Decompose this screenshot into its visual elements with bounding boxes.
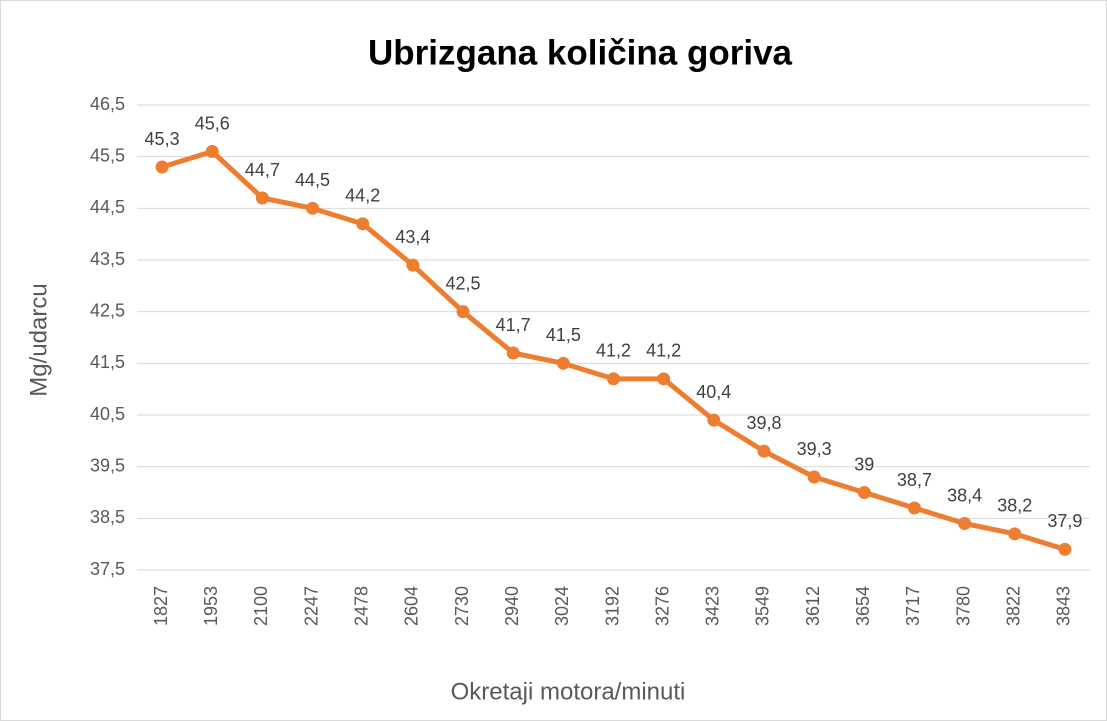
- x-tick-label: 2940: [502, 586, 522, 626]
- marker: [506, 346, 520, 360]
- marker: [255, 191, 269, 205]
- x-tick-label: 3024: [552, 586, 572, 626]
- data-label: 39: [854, 454, 874, 474]
- marker: [556, 356, 570, 370]
- x-axis-label: Okretaji motora/minuti: [451, 678, 686, 705]
- y-tick-label: 40,5: [90, 404, 125, 424]
- y-tick-label: 37,5: [90, 559, 125, 579]
- x-tick-label: 3822: [1004, 586, 1024, 626]
- y-tick-label: 46,5: [90, 94, 125, 114]
- x-tick-label: 2604: [402, 586, 422, 626]
- x-tick-label: 2247: [301, 586, 321, 626]
- data-label: 44,2: [345, 186, 380, 206]
- data-label: 37,9: [1047, 511, 1082, 531]
- data-label: 44,7: [245, 160, 280, 180]
- y-tick-label: 39,5: [90, 455, 125, 475]
- data-label: 41,2: [646, 341, 681, 361]
- x-tick-label: 3423: [703, 586, 723, 626]
- y-axis-label: Mg/udarcu: [25, 283, 52, 396]
- marker: [657, 372, 671, 386]
- marker: [205, 145, 219, 158]
- x-tick-label: 2730: [452, 586, 472, 626]
- x-tick-label: 3843: [1054, 586, 1074, 626]
- marker: [1058, 542, 1072, 556]
- data-label: 41,5: [546, 325, 581, 345]
- x-tick-label: 3192: [602, 586, 622, 626]
- y-tick-label: 45,5: [90, 145, 125, 165]
- marker: [306, 201, 320, 215]
- x-tick-label: 1953: [201, 586, 221, 626]
- data-label: 44,5: [295, 170, 330, 190]
- marker: [356, 217, 370, 231]
- data-label: 38,2: [997, 496, 1032, 516]
- data-label: 39,3: [797, 439, 832, 459]
- data-label: 38,7: [897, 470, 932, 490]
- marker: [807, 470, 821, 484]
- marker: [707, 413, 721, 427]
- data-label: 41,7: [496, 315, 531, 335]
- x-tick-label: 3549: [753, 586, 773, 626]
- data-label: 43,4: [395, 227, 430, 247]
- marker: [406, 258, 420, 272]
- y-tick-label: 38,5: [90, 507, 125, 527]
- data-label: 38,4: [947, 485, 982, 505]
- data-label: 45,3: [145, 129, 180, 149]
- marker: [607, 372, 620, 386]
- marker: [155, 160, 169, 174]
- x-tick-label: 3612: [803, 586, 823, 626]
- data-label: 40,4: [696, 382, 731, 402]
- marker: [1008, 527, 1022, 541]
- x-tick-label: 3717: [903, 586, 923, 626]
- y-tick-label: 41,5: [90, 352, 125, 372]
- x-tick-label: 3654: [853, 586, 873, 626]
- marker: [907, 501, 921, 515]
- x-tick-label: 3780: [953, 586, 973, 626]
- data-label: 39,8: [746, 413, 781, 433]
- chart-title: Ubrizgana količina goriva: [368, 33, 793, 72]
- y-tick-label: 44,5: [90, 197, 125, 217]
- y-tick-label: 43,5: [90, 249, 125, 269]
- marker: [857, 486, 871, 499]
- marker: [958, 517, 972, 530]
- x-tick-label: 2100: [251, 586, 271, 626]
- data-label: 42,5: [446, 273, 481, 293]
- x-tick-label: 2478: [351, 586, 371, 626]
- marker: [456, 305, 470, 319]
- data-label: 41,2: [596, 341, 631, 361]
- x-tick-label: 1827: [151, 586, 171, 626]
- y-tick-label: 42,5: [90, 300, 125, 320]
- marker: [757, 444, 771, 458]
- data-label: 45,6: [195, 113, 230, 133]
- x-tick-label: 3276: [652, 586, 672, 626]
